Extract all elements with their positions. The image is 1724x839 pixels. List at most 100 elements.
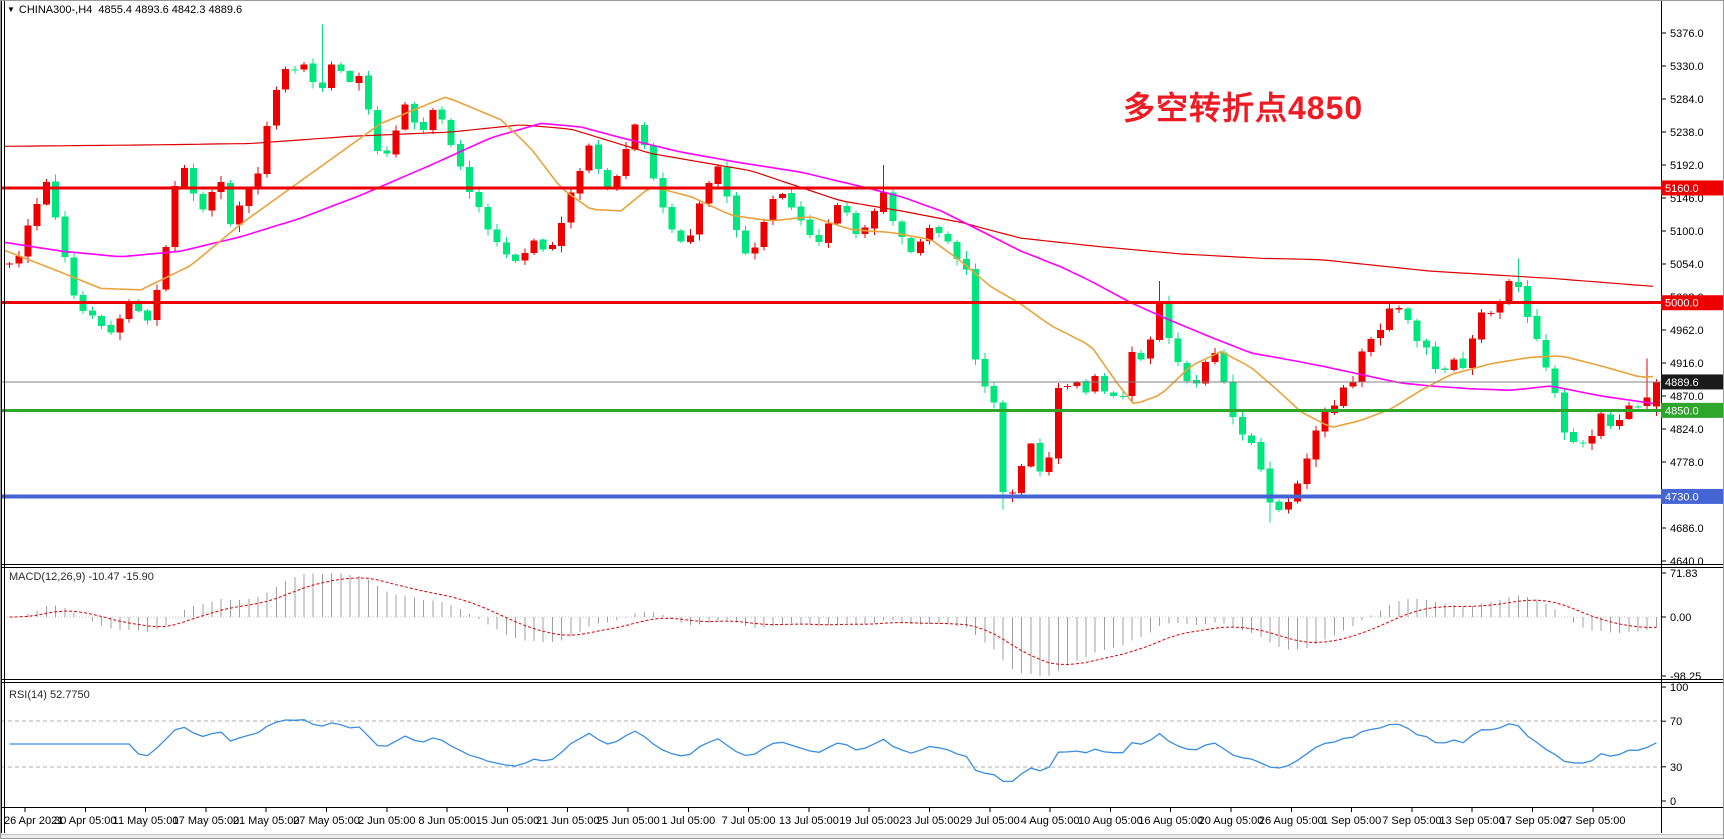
candle-body <box>1091 375 1099 392</box>
symbol-dropdown-icon[interactable]: ▼ <box>7 5 15 14</box>
time-axis-label: 1 Sep 05:00 <box>1322 815 1381 827</box>
candle-body <box>1340 387 1348 407</box>
candle-body <box>576 171 584 194</box>
candle-body <box>972 269 980 360</box>
candle-body <box>346 70 354 83</box>
candle-body <box>935 226 943 234</box>
candle-body <box>1579 442 1587 444</box>
time-axis-label: 13 Sep 05:00 <box>1439 815 1504 827</box>
candle-body <box>962 258 970 270</box>
candle-body <box>1395 307 1403 310</box>
price-tick-label: 5192.0 <box>1670 160 1704 172</box>
candle-body <box>190 168 198 194</box>
candle-body <box>144 310 152 321</box>
candle-body <box>116 318 124 333</box>
candle-body <box>760 221 768 248</box>
time-axis-label: 8 Jun 05:00 <box>418 815 476 827</box>
time-axis-label: 16 Aug 05:00 <box>1138 815 1203 827</box>
candle-body <box>686 235 694 242</box>
candle-body <box>245 189 253 206</box>
time-axis-label: 26 Aug 05:00 <box>1259 815 1324 827</box>
level-badge-4730.0-text: 4730.0 <box>1665 491 1699 503</box>
time-axis-label: 4 Aug 05:00 <box>1021 815 1080 827</box>
candle-body <box>1238 416 1246 435</box>
macd-signal-line <box>9 577 1657 666</box>
candle-body <box>374 110 382 152</box>
symbol-period-label: CHINA300-,H4 <box>18 4 93 16</box>
level-badge-4850.0 <box>1661 402 1723 418</box>
candle-body <box>1275 501 1283 511</box>
candle-body <box>650 145 658 179</box>
candle-body <box>1174 338 1182 363</box>
annotation-text: 多空转折点4850 <box>1123 90 1364 126</box>
candle-body <box>199 193 207 210</box>
candle-body <box>1606 414 1614 426</box>
candle-body <box>742 230 750 254</box>
level-badge-4730.0 <box>1661 488 1723 504</box>
time-axis-label: 10 Aug 05:00 <box>1078 815 1143 827</box>
candle-body <box>843 205 851 213</box>
time-axis-label: 25 Jun 05:00 <box>596 815 660 827</box>
candle-body <box>1376 329 1384 339</box>
candle-body <box>125 302 133 320</box>
candle-body <box>1146 339 1154 359</box>
candle-body <box>1478 312 1486 340</box>
candle-body <box>1119 396 1127 398</box>
rsi-scale-label: 100 <box>1670 682 1688 694</box>
candle-body <box>1404 308 1412 321</box>
candle-body <box>889 192 897 221</box>
candle-body <box>1027 443 1035 467</box>
candle-body <box>1211 352 1219 362</box>
candle-body <box>907 238 915 253</box>
candle-body <box>631 124 639 150</box>
time-axis-label: 29 Jul 05:00 <box>960 815 1020 827</box>
candle-body <box>6 263 14 265</box>
time-axis-label: 7 Sep 05:00 <box>1382 815 1441 827</box>
candle-body <box>410 103 418 123</box>
candle-body <box>1156 303 1164 340</box>
candle-body <box>1248 435 1256 443</box>
candle-body <box>1054 387 1062 459</box>
candle-body <box>1413 320 1421 342</box>
window-resize-strip[interactable] <box>1 834 1723 838</box>
time-axis-label: 21 Jun 05:00 <box>536 815 600 827</box>
candle-body <box>162 246 170 290</box>
candle-body <box>300 64 308 70</box>
candle-body <box>714 166 722 185</box>
candle-body <box>852 212 860 235</box>
candle-body <box>1367 339 1375 352</box>
macd-scale-label: -98.25 <box>1670 671 1701 683</box>
candle-body <box>1064 385 1072 387</box>
candle-body <box>640 124 648 146</box>
candle-body <box>926 227 934 242</box>
candle-body <box>521 252 529 261</box>
candle-body <box>1321 411 1329 432</box>
candle-body <box>824 223 832 243</box>
price-tick-label: 4916.0 <box>1670 358 1704 370</box>
price-tick-label: 5238.0 <box>1670 127 1704 139</box>
candle-body <box>1625 405 1633 419</box>
time-axis-label: 1 Jul 05:00 <box>661 815 715 827</box>
macd-indicator-label: MACD(12,26,9) -10.47 -15.90 <box>9 571 154 583</box>
candle-body <box>1045 457 1053 472</box>
candle-body <box>1183 363 1191 381</box>
candle-body <box>171 186 179 248</box>
candle-body <box>870 211 878 229</box>
candle-body <box>944 233 952 242</box>
candle-body <box>1597 413 1605 436</box>
ma-slow-red-line <box>4 124 1654 287</box>
candle-body <box>1551 368 1559 394</box>
time-axis-label: 17 Sep 05:00 <box>1500 815 1565 827</box>
candle-body <box>1450 359 1458 370</box>
price-tick-label: 5284.0 <box>1670 94 1704 106</box>
candle-body <box>1294 483 1302 502</box>
candle-body <box>539 239 547 250</box>
candle-body <box>309 63 317 82</box>
candle-body <box>1459 358 1467 369</box>
candle-body <box>1266 468 1274 503</box>
candle-body <box>475 192 483 207</box>
rsi-indicator-label: RSI(14) 52.7750 <box>9 689 90 701</box>
candle-body <box>401 104 409 130</box>
candle-body <box>107 325 115 333</box>
